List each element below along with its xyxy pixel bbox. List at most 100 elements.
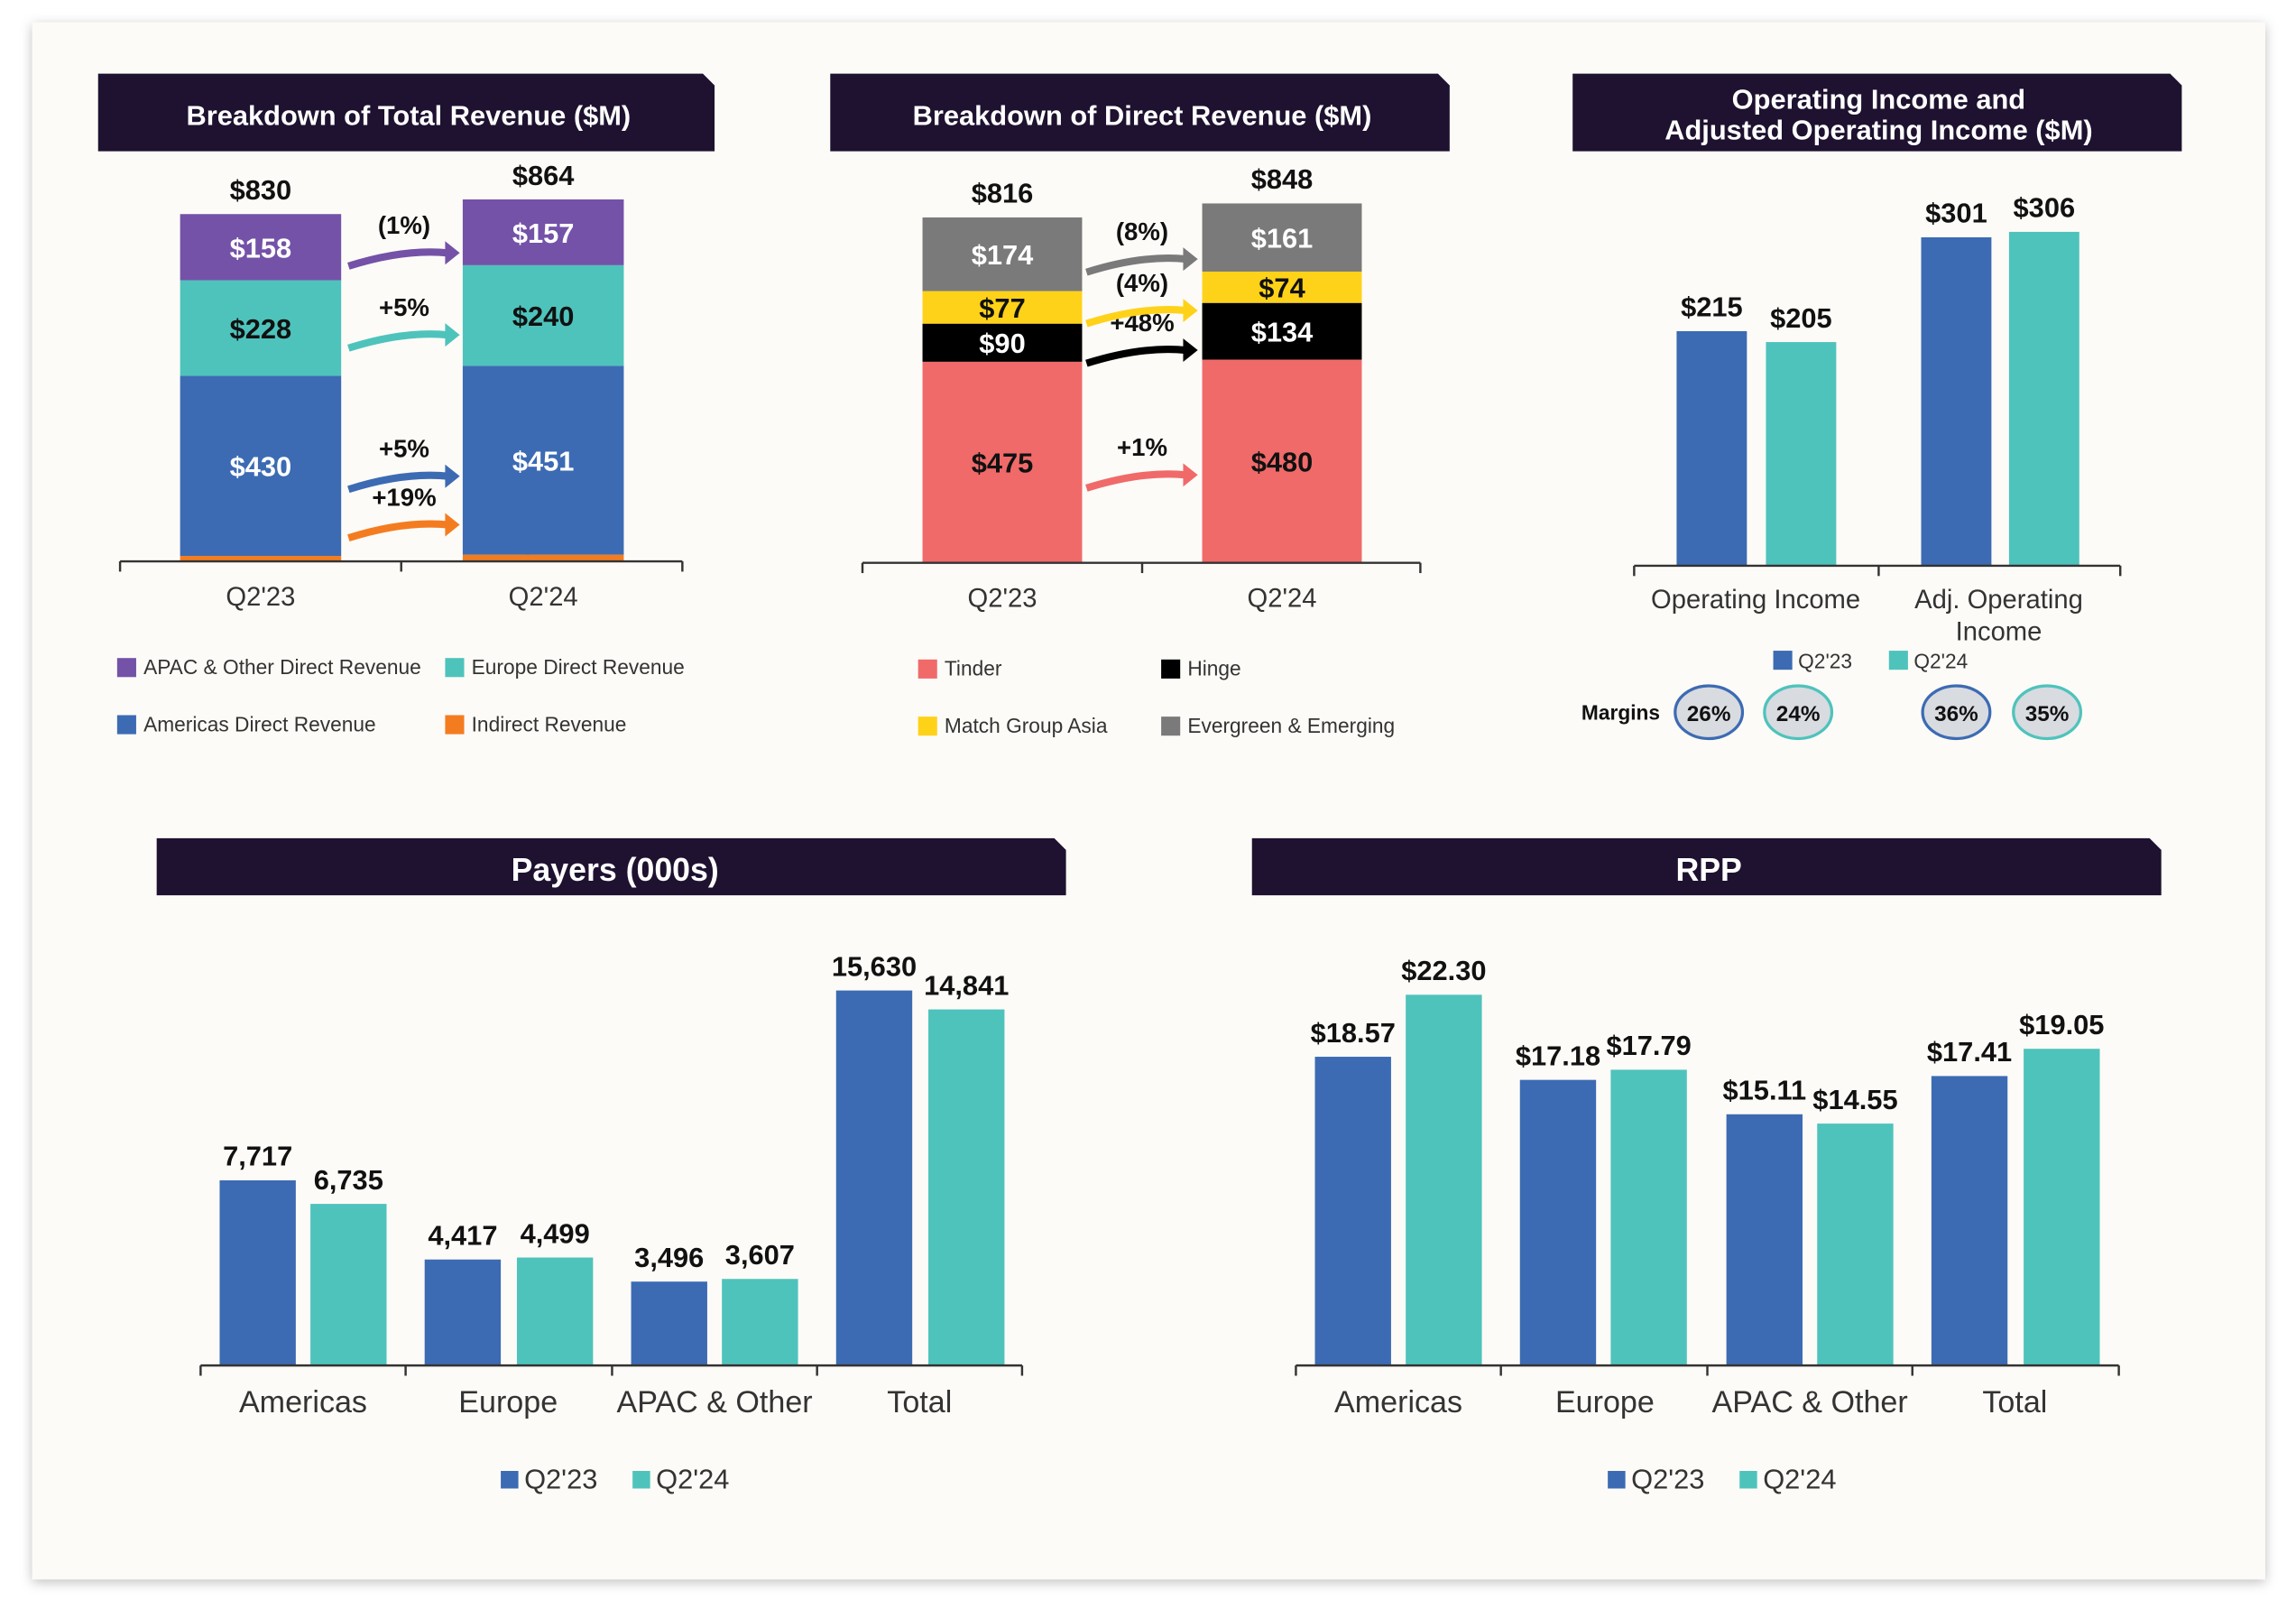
bar-q223	[835, 990, 913, 1366]
category-label: Total	[887, 1385, 952, 1419]
arrow-head-icon	[1183, 463, 1198, 487]
data-label: 4,417	[428, 1219, 497, 1251]
change-label: (8%)	[1116, 217, 1168, 245]
bar-segment-apac	[180, 214, 342, 281]
change-arrow	[1085, 306, 1187, 328]
category-label: Adj. Operating	[1914, 586, 2083, 615]
bar-segment-americas	[180, 375, 342, 557]
category-label: Europe	[1555, 1385, 1655, 1419]
data-label: $174	[972, 239, 1034, 271]
margin-badge	[1674, 684, 1745, 741]
category-label: Total	[1982, 1385, 2047, 1419]
data-label: $18.57	[1311, 1017, 1396, 1049]
legend-swatch	[917, 659, 937, 679]
change-label: +5%	[379, 293, 429, 321]
bar-q224	[2008, 231, 2079, 566]
change-arrow	[1085, 254, 1187, 276]
data-label: $17.79	[1606, 1030, 1691, 1061]
bar-segment-mga	[1202, 271, 1362, 303]
margin-badge	[1763, 684, 1834, 741]
bar-q224	[1766, 342, 1837, 566]
data-label: 3,496	[634, 1242, 704, 1273]
legend-swatch	[1773, 651, 1793, 670]
data-label: $306	[2014, 192, 2076, 224]
header-direct-revenue: Breakdown of Direct Revenue ($M)	[830, 73, 1450, 152]
legend-label: Q2'23	[1631, 1463, 1704, 1494]
header-rpp-title: RPP	[1675, 852, 1741, 888]
arrow-head-icon	[1183, 338, 1198, 363]
data-label: $240	[512, 301, 575, 332]
legend-swatch	[501, 1471, 519, 1489]
legend-label: Q2'24	[656, 1463, 729, 1494]
data-label: 3,607	[725, 1239, 795, 1271]
bar-segment-apac	[462, 199, 624, 265]
margin-value: 26%	[1687, 702, 1731, 726]
arrow-head-icon	[445, 241, 460, 265]
bar-segment-hinge	[1202, 302, 1362, 360]
bar-segment-tinder	[922, 361, 1083, 563]
legend-swatch	[632, 1471, 650, 1489]
data-label: $19.05	[2019, 1009, 2104, 1040]
category-label: Q2'23	[226, 583, 295, 612]
change-arrow	[347, 471, 449, 494]
legend-label: Q2'23	[1798, 650, 1852, 673]
legend-label: Europe Direct Revenue	[472, 655, 685, 679]
total-label: $816	[972, 178, 1034, 209]
arrow-head-icon	[1183, 299, 1198, 323]
data-label: $157	[512, 217, 575, 249]
category-label: Americas	[239, 1385, 367, 1419]
data-label: 7,717	[223, 1141, 292, 1172]
change-label: +5%	[379, 435, 429, 463]
data-label: $301	[1925, 198, 1987, 229]
bar-q223	[1931, 1076, 2008, 1366]
change-label: +19%	[372, 483, 436, 511]
bar-segment-evergreen	[1202, 203, 1362, 272]
category-label: Income	[1956, 618, 2042, 647]
legend-swatch	[445, 658, 465, 678]
bar-q223	[1519, 1079, 1597, 1366]
total-label: $848	[1251, 163, 1314, 195]
change-label: (1%)	[378, 211, 430, 239]
bar-segment-indirect	[462, 554, 624, 562]
bar-q224	[2024, 1049, 2100, 1366]
margin-badge	[1921, 684, 1992, 741]
data-label: $475	[972, 448, 1034, 479]
bar-q223	[631, 1281, 707, 1366]
arrow-head-icon	[445, 323, 460, 347]
data-label: $480	[1251, 446, 1314, 477]
bar-q224	[1817, 1124, 1894, 1366]
arrow-head-icon	[445, 464, 460, 488]
data-label: $74	[1259, 273, 1305, 304]
data-label: $17.41	[1927, 1036, 2012, 1068]
data-label: 6,735	[314, 1164, 383, 1196]
data-label: $158	[230, 232, 292, 264]
bar-q223	[1921, 236, 1992, 566]
bar-q224	[722, 1279, 798, 1366]
legend-swatch	[1739, 1471, 1757, 1489]
bar-q223	[219, 1179, 296, 1366]
data-label: $205	[1770, 302, 1832, 334]
legend-label: Hinge	[1187, 657, 1240, 680]
header-op-income-line1: Operating Income and	[1732, 84, 2025, 116]
legend-swatch	[1608, 1471, 1626, 1489]
bar-segment-europe	[462, 264, 624, 366]
bar-q224	[928, 1009, 1005, 1366]
legend-swatch	[445, 715, 465, 735]
category-label: APAC & Other	[616, 1385, 812, 1419]
bar-segment-evergreen	[922, 217, 1083, 291]
data-label: $451	[512, 445, 575, 476]
legend-swatch	[917, 717, 937, 736]
bar-q224	[1610, 1069, 1687, 1366]
legend-swatch	[116, 658, 136, 678]
margin-value: 35%	[2025, 702, 2070, 726]
change-arrow	[347, 330, 449, 352]
bar-q223	[1676, 330, 1747, 566]
bar-segment-americas	[462, 365, 624, 555]
bar-q223	[424, 1259, 502, 1366]
bar-q224	[310, 1204, 387, 1366]
header-direct-revenue-title: Breakdown of Direct Revenue ($M)	[913, 99, 1372, 131]
data-label: $22.30	[1401, 955, 1486, 986]
bar-q223	[1314, 1057, 1391, 1366]
change-label: (4%)	[1116, 269, 1168, 297]
